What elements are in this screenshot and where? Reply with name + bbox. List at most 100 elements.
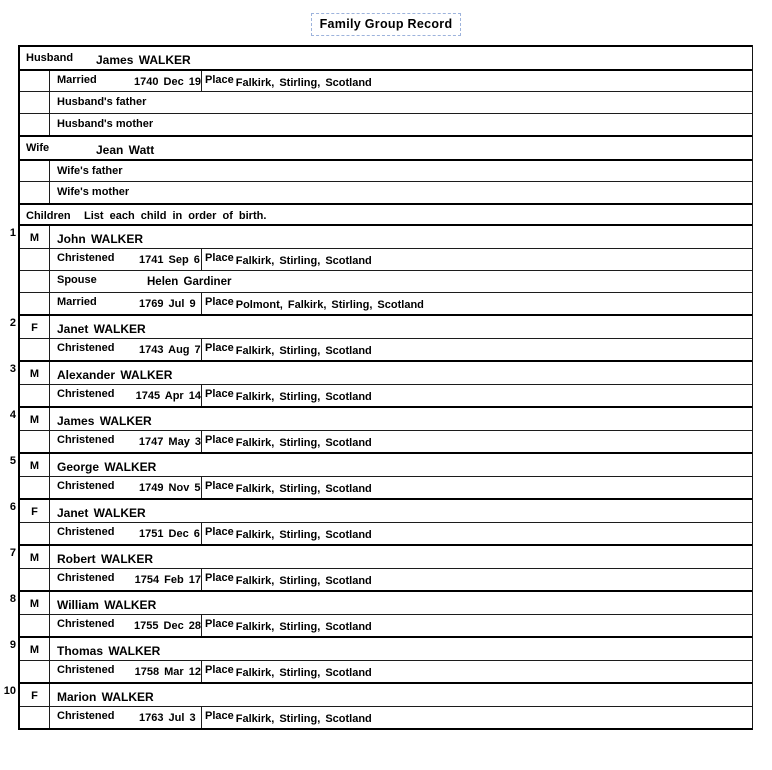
child-block-5: 5 M George WALKER Christened 1749 Nov 5 …: [10, 452, 752, 498]
husband-father-row: Husband's father: [20, 91, 752, 113]
husband-married-row: Married 1740 Dec 19 Place Falkirk, Stirl…: [20, 69, 752, 91]
place-field: Place Falkirk, Stirling, Scotland: [202, 569, 752, 590]
wife-father-row: Wife's father: [20, 159, 752, 181]
child-christened-place: Falkirk, Stirling, Scotland: [235, 621, 372, 633]
wife-name-row: Wife Jean Watt: [20, 135, 752, 159]
child-spouse-row: Spouse Helen Gardiner: [20, 270, 752, 292]
child-name: John WALKER: [57, 232, 143, 246]
place-field: Place Falkirk, Stirling, Scotland: [202, 707, 752, 728]
christened-field: Christened 1741 Sep 6: [50, 249, 202, 270]
place-label: Place: [205, 74, 234, 86]
child-sex: M: [20, 226, 50, 248]
indent-cell: [20, 661, 50, 682]
child-sex: M: [20, 592, 50, 614]
child-christened-row: Christened 1763 Jul 3 Place Falkirk, Sti…: [20, 706, 752, 728]
indent-cell: [20, 431, 50, 452]
child-block-10: 10 F Marion WALKER Christened 1763 Jul 3…: [4, 682, 752, 728]
child-sex: F: [20, 684, 50, 706]
place-label: Place: [205, 710, 234, 722]
child-name-row: M John WALKER: [20, 224, 752, 248]
child-number: 6: [9, 501, 16, 513]
child-number: 2: [9, 317, 16, 329]
indent-cell: [20, 271, 50, 292]
husband-mother-label: Husband's mother: [57, 118, 154, 130]
child-name: Robert WALKER: [57, 552, 153, 566]
child-christened-place: Falkirk, Stirling, Scotland: [235, 713, 372, 725]
married-field: Married 1740 Dec 19: [50, 71, 202, 91]
married-field: Married 1769 Jul 9: [50, 293, 202, 314]
indent-cell: [20, 249, 50, 270]
child-sex: M: [20, 638, 50, 660]
place-label: Place: [205, 434, 234, 446]
place-field: Place Falkirk, Stirling, Scotland: [202, 385, 752, 406]
child-married-place: Polmont, Falkirk, Stirling, Scotland: [235, 299, 424, 311]
child-number: 8: [9, 593, 16, 605]
child-married-date: 1769 Jul 9: [139, 298, 196, 310]
child-block-4: 4 M James WALKER Christened 1747 May 3 P…: [10, 406, 752, 452]
child-christened-date: 1741 Sep 6: [139, 254, 200, 266]
indent-cell: [20, 92, 50, 113]
child-block-8: 8 M William WALKER Christened 1755 Dec 2…: [10, 590, 752, 636]
christened-field: Christened 1743 Aug 7: [50, 339, 202, 360]
indent-cell: [20, 339, 50, 360]
child-christened-date: 1749 Nov 5: [139, 482, 201, 494]
child-name-row: F Janet WALKER: [20, 314, 752, 338]
spouse-label: Spouse: [57, 274, 97, 286]
record-table: Husband James WALKER Married 1740 Dec 19…: [4, 45, 753, 730]
child-christened-place: Falkirk, Stirling, Scotland: [235, 345, 372, 357]
christened-label: Christened: [57, 664, 115, 676]
place-label: Place: [205, 296, 234, 308]
child-number: 10: [3, 685, 16, 697]
child-name: George WALKER: [57, 460, 157, 474]
child-christened-place: Falkirk, Stirling, Scotland: [235, 437, 372, 449]
husband-married-date: 1740 Dec 19: [134, 76, 201, 88]
child-block-6: 6 F Janet WALKER Christened 1751 Dec 6 P…: [10, 498, 752, 544]
wife-name: Jean Watt: [96, 143, 155, 157]
child-christened-place: Falkirk, Stirling, Scotland: [235, 483, 372, 495]
child-christened-row: Christened 1755 Dec 28 Place Falkirk, St…: [20, 614, 752, 636]
children-instruction: List each child in order of birth.: [84, 210, 267, 222]
married-label: Married: [57, 296, 97, 308]
wife-mother-row: Wife's mother: [20, 181, 752, 203]
child-name: William WALKER: [57, 598, 157, 612]
place-label: Place: [205, 618, 234, 630]
husband-married-place: Falkirk, Stirling, Scotland: [235, 77, 372, 89]
child-sex: F: [20, 316, 50, 338]
indent-cell: [20, 477, 50, 498]
christened-label: Christened: [57, 252, 115, 264]
child-christened-date: 1743 Aug 7: [139, 344, 201, 356]
child-block-1: 1 M John WALKER Christened 1741 Sep 6 Pl…: [10, 224, 752, 314]
husband-label: Husband: [26, 52, 74, 64]
indent-cell: [20, 114, 50, 135]
indent-cell: [20, 161, 50, 181]
place-label: Place: [205, 252, 234, 264]
child-name-row: F Marion WALKER: [20, 682, 752, 706]
indent-cell: [20, 385, 50, 406]
child-christened-row: Christened 1743 Aug 7 Place Falkirk, Sti…: [20, 338, 752, 360]
child-sex: M: [20, 408, 50, 430]
husband-father-label: Husband's father: [57, 96, 147, 108]
child-christened-row: Christened 1758 Mar 12 Place Falkirk, St…: [20, 660, 752, 682]
child-christened-row: Christened 1749 Nov 5 Place Falkirk, Sti…: [20, 476, 752, 498]
child-number: 5: [9, 455, 16, 467]
indent-cell: [20, 293, 50, 314]
wife-father-label: Wife's father: [57, 165, 123, 177]
child-name: James WALKER: [57, 414, 152, 428]
christened-field: Christened 1747 May 3: [50, 431, 202, 452]
christened-label: Christened: [57, 388, 115, 400]
place-field: Place Falkirk, Stirling, Scotland: [202, 477, 752, 498]
child-number: 7: [9, 547, 16, 559]
christened-field: Christened 1763 Jul 3: [50, 707, 202, 728]
child-sex: M: [20, 546, 50, 568]
place-label: Place: [205, 480, 234, 492]
child-name-row: M Alexander WALKER: [20, 360, 752, 384]
child-christened-date: 1763 Jul 3: [139, 712, 196, 724]
children-header-row: Children List each child in order of bir…: [20, 203, 752, 224]
place-field: Place Polmont, Falkirk, Stirling, Scotla…: [202, 293, 752, 314]
child-number: 3: [9, 363, 16, 375]
child-block-9: 9 M Thomas WALKER Christened 1758 Mar 12…: [10, 636, 752, 682]
child-block-3: 3 M Alexander WALKER Christened 1745 Apr…: [10, 360, 752, 406]
place-label: Place: [205, 664, 234, 676]
wife-mother-label: Wife's mother: [57, 186, 130, 198]
